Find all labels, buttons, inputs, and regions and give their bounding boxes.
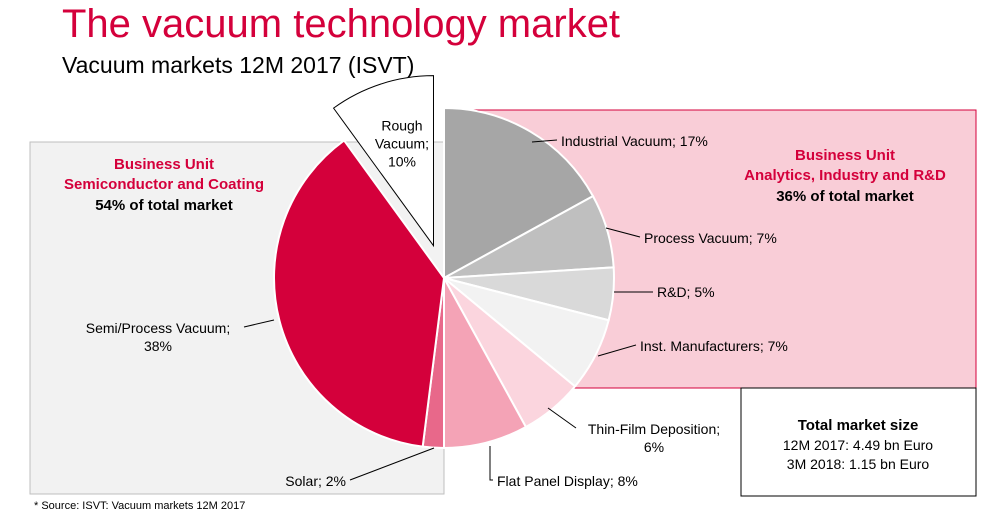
market-size-line1: 12M 2017: 4.49 bn Euro — [783, 437, 933, 453]
semiconductor-unit-share: 54% of total market — [95, 197, 233, 214]
pie-slice-8 — [332, 75, 434, 248]
pie-leader-3 — [597, 344, 637, 357]
semiconductor-unit-line1: Business Unit — [114, 156, 214, 173]
pie-label-6: Solar; 2% — [285, 473, 346, 489]
pie-slice-7 — [273, 139, 446, 448]
analytics-unit-line2: Analytics, Industry and R&D — [744, 167, 946, 184]
market-size-box — [740, 387, 977, 497]
pie-label-8: Rough Vacuum; 10% — [375, 118, 429, 170]
pie-label-7: Semi/Process Vacuum; 38% — [86, 320, 230, 354]
page-title: The vacuum technology market — [62, 2, 621, 46]
pie-leader-6 — [349, 447, 435, 481]
pie-leader-5 — [489, 446, 493, 481]
pie-leader-4 — [547, 407, 577, 429]
page-subtitle: Vacuum markets 12M 2017 (ISVT) — [62, 52, 415, 78]
source-note: * Source: ISVT: Vacuum markets 12M 2017 — [34, 500, 246, 512]
analytics-unit-line1: Business Unit — [795, 147, 895, 164]
pie-leader-0 — [531, 139, 558, 143]
pie-label-5: Flat Panel Display; 8% — [497, 473, 638, 489]
analytics-unit-share: 36% of total market — [776, 188, 914, 205]
pie-leader-7 — [243, 319, 275, 328]
pie-label-2: R&D; 5% — [657, 284, 715, 300]
market-size-line2: 3M 2018: 1.15 bn Euro — [787, 456, 930, 472]
pie-slices — [273, 75, 615, 450]
pie-label-1: Process Vacuum; 7% — [644, 230, 777, 246]
semiconductor-unit-line2: Semiconductor and Coating — [64, 176, 264, 193]
pie-slice-0 — [443, 106, 595, 280]
market-size-title: Total market size — [798, 417, 919, 434]
pie-leader-lines — [243, 139, 653, 481]
pie-label-3: Inst. Manufacturers; 7% — [640, 338, 788, 354]
pie-label-0: Industrial Vacuum; 17% — [561, 133, 708, 149]
pie-labels: Industrial Vacuum; 17% Process Vacuum; 7%… — [86, 118, 788, 489]
pie-leader-1 — [605, 227, 641, 238]
pie-label-4: Thin-Film Deposition; 6% — [588, 421, 720, 455]
